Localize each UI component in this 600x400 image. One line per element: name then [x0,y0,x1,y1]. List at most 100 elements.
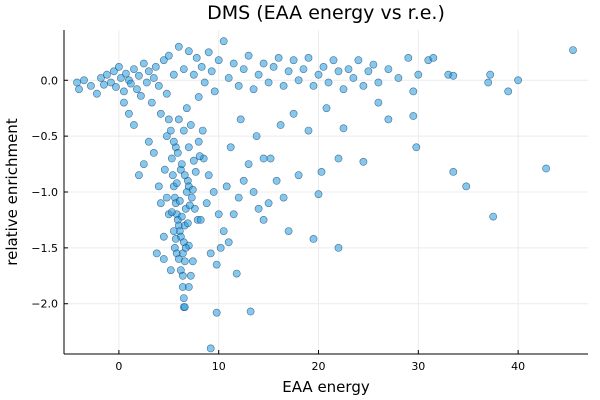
data-point [304,54,313,62]
data-point [449,71,458,80]
data-point [159,232,168,241]
data-point [314,190,323,199]
data-point [120,87,128,96]
data-point [299,65,308,73]
data-point [429,54,438,62]
y-tick-label: −1.0 [31,186,58,199]
data-point [322,104,331,113]
chart-title: DMS (EAA energy vs r.e.) [207,2,445,24]
data-point [404,54,413,62]
data-point [159,255,168,263]
data-point [254,204,263,213]
data-point [276,121,285,129]
data-point [184,283,193,291]
data-point [209,188,218,196]
data-point [204,171,213,180]
data-point [144,137,153,146]
data-point [182,104,191,113]
data-point [160,165,169,174]
x-tick-label: 40 [511,360,525,373]
data-point [180,171,189,180]
data-point [339,124,348,133]
data-point [189,156,198,165]
data-point [206,249,215,258]
data-point [162,89,171,98]
data-point [259,154,268,163]
x-tick-label: 0 [115,360,122,373]
data-point [226,143,235,152]
data-point [136,92,145,100]
data-point [317,167,326,176]
data-point [75,85,83,94]
y-axis-ticks: 0.0 −0.5 −1.0 −1.5 −2.0 [31,74,68,311]
data-point [188,185,197,194]
data-point [324,78,333,87]
data-point [394,74,403,82]
data-point [172,179,181,187]
data-point [364,67,373,76]
data-point [309,234,318,243]
data-point [212,260,221,269]
data-point [97,74,105,82]
data-point [171,234,180,243]
data-point [384,65,393,73]
data-point [319,63,328,71]
data-point [169,227,178,235]
data-point [189,70,198,79]
data-point [167,154,176,163]
data-point [132,85,141,94]
y-axis-label: relative enrichment [3,118,21,266]
data-point [100,80,108,89]
data-point [214,210,223,219]
data-point [192,54,201,62]
data-point [183,219,192,228]
data-point [207,67,216,76]
x-axis-label: EAA energy [282,378,370,396]
data-point [229,210,238,219]
data-point [178,271,187,280]
data-point [489,212,498,221]
data-point [259,59,268,68]
data-point [244,160,253,168]
data-point [164,51,173,60]
data-point [206,344,215,353]
x-axis-ticks: 0 10 20 30 40 [115,350,525,373]
data-point [212,308,221,317]
data-point [162,193,171,202]
data-point [222,182,231,191]
data-point [279,193,288,202]
data-point [274,54,283,62]
data-point [210,87,219,96]
data-point [168,171,177,180]
x-tick-label: 30 [411,360,425,373]
data-point [180,303,189,311]
data-point [294,76,303,85]
data-point [110,67,118,76]
data-point [334,243,343,252]
data-point [354,56,363,65]
data-point [219,37,228,46]
data-point [117,74,125,82]
data-point [449,167,458,176]
data-point [264,199,273,208]
data-point [139,160,148,168]
data-point [169,137,178,146]
data-point [126,79,135,88]
data-point [232,269,241,278]
data-point [349,74,358,82]
data-point [264,78,273,87]
data-point [279,82,288,90]
data-point [188,257,197,266]
data-point [152,249,161,258]
data-point [246,307,255,316]
data-point [504,87,513,96]
y-tick-label: −0.5 [31,130,58,143]
data-point [254,70,263,79]
data-point [339,85,348,94]
data-point [173,148,182,157]
data-point [224,74,233,82]
x-tick-label: 20 [312,360,326,373]
data-point [289,56,298,65]
data-point [314,70,323,79]
data-point [164,115,173,124]
